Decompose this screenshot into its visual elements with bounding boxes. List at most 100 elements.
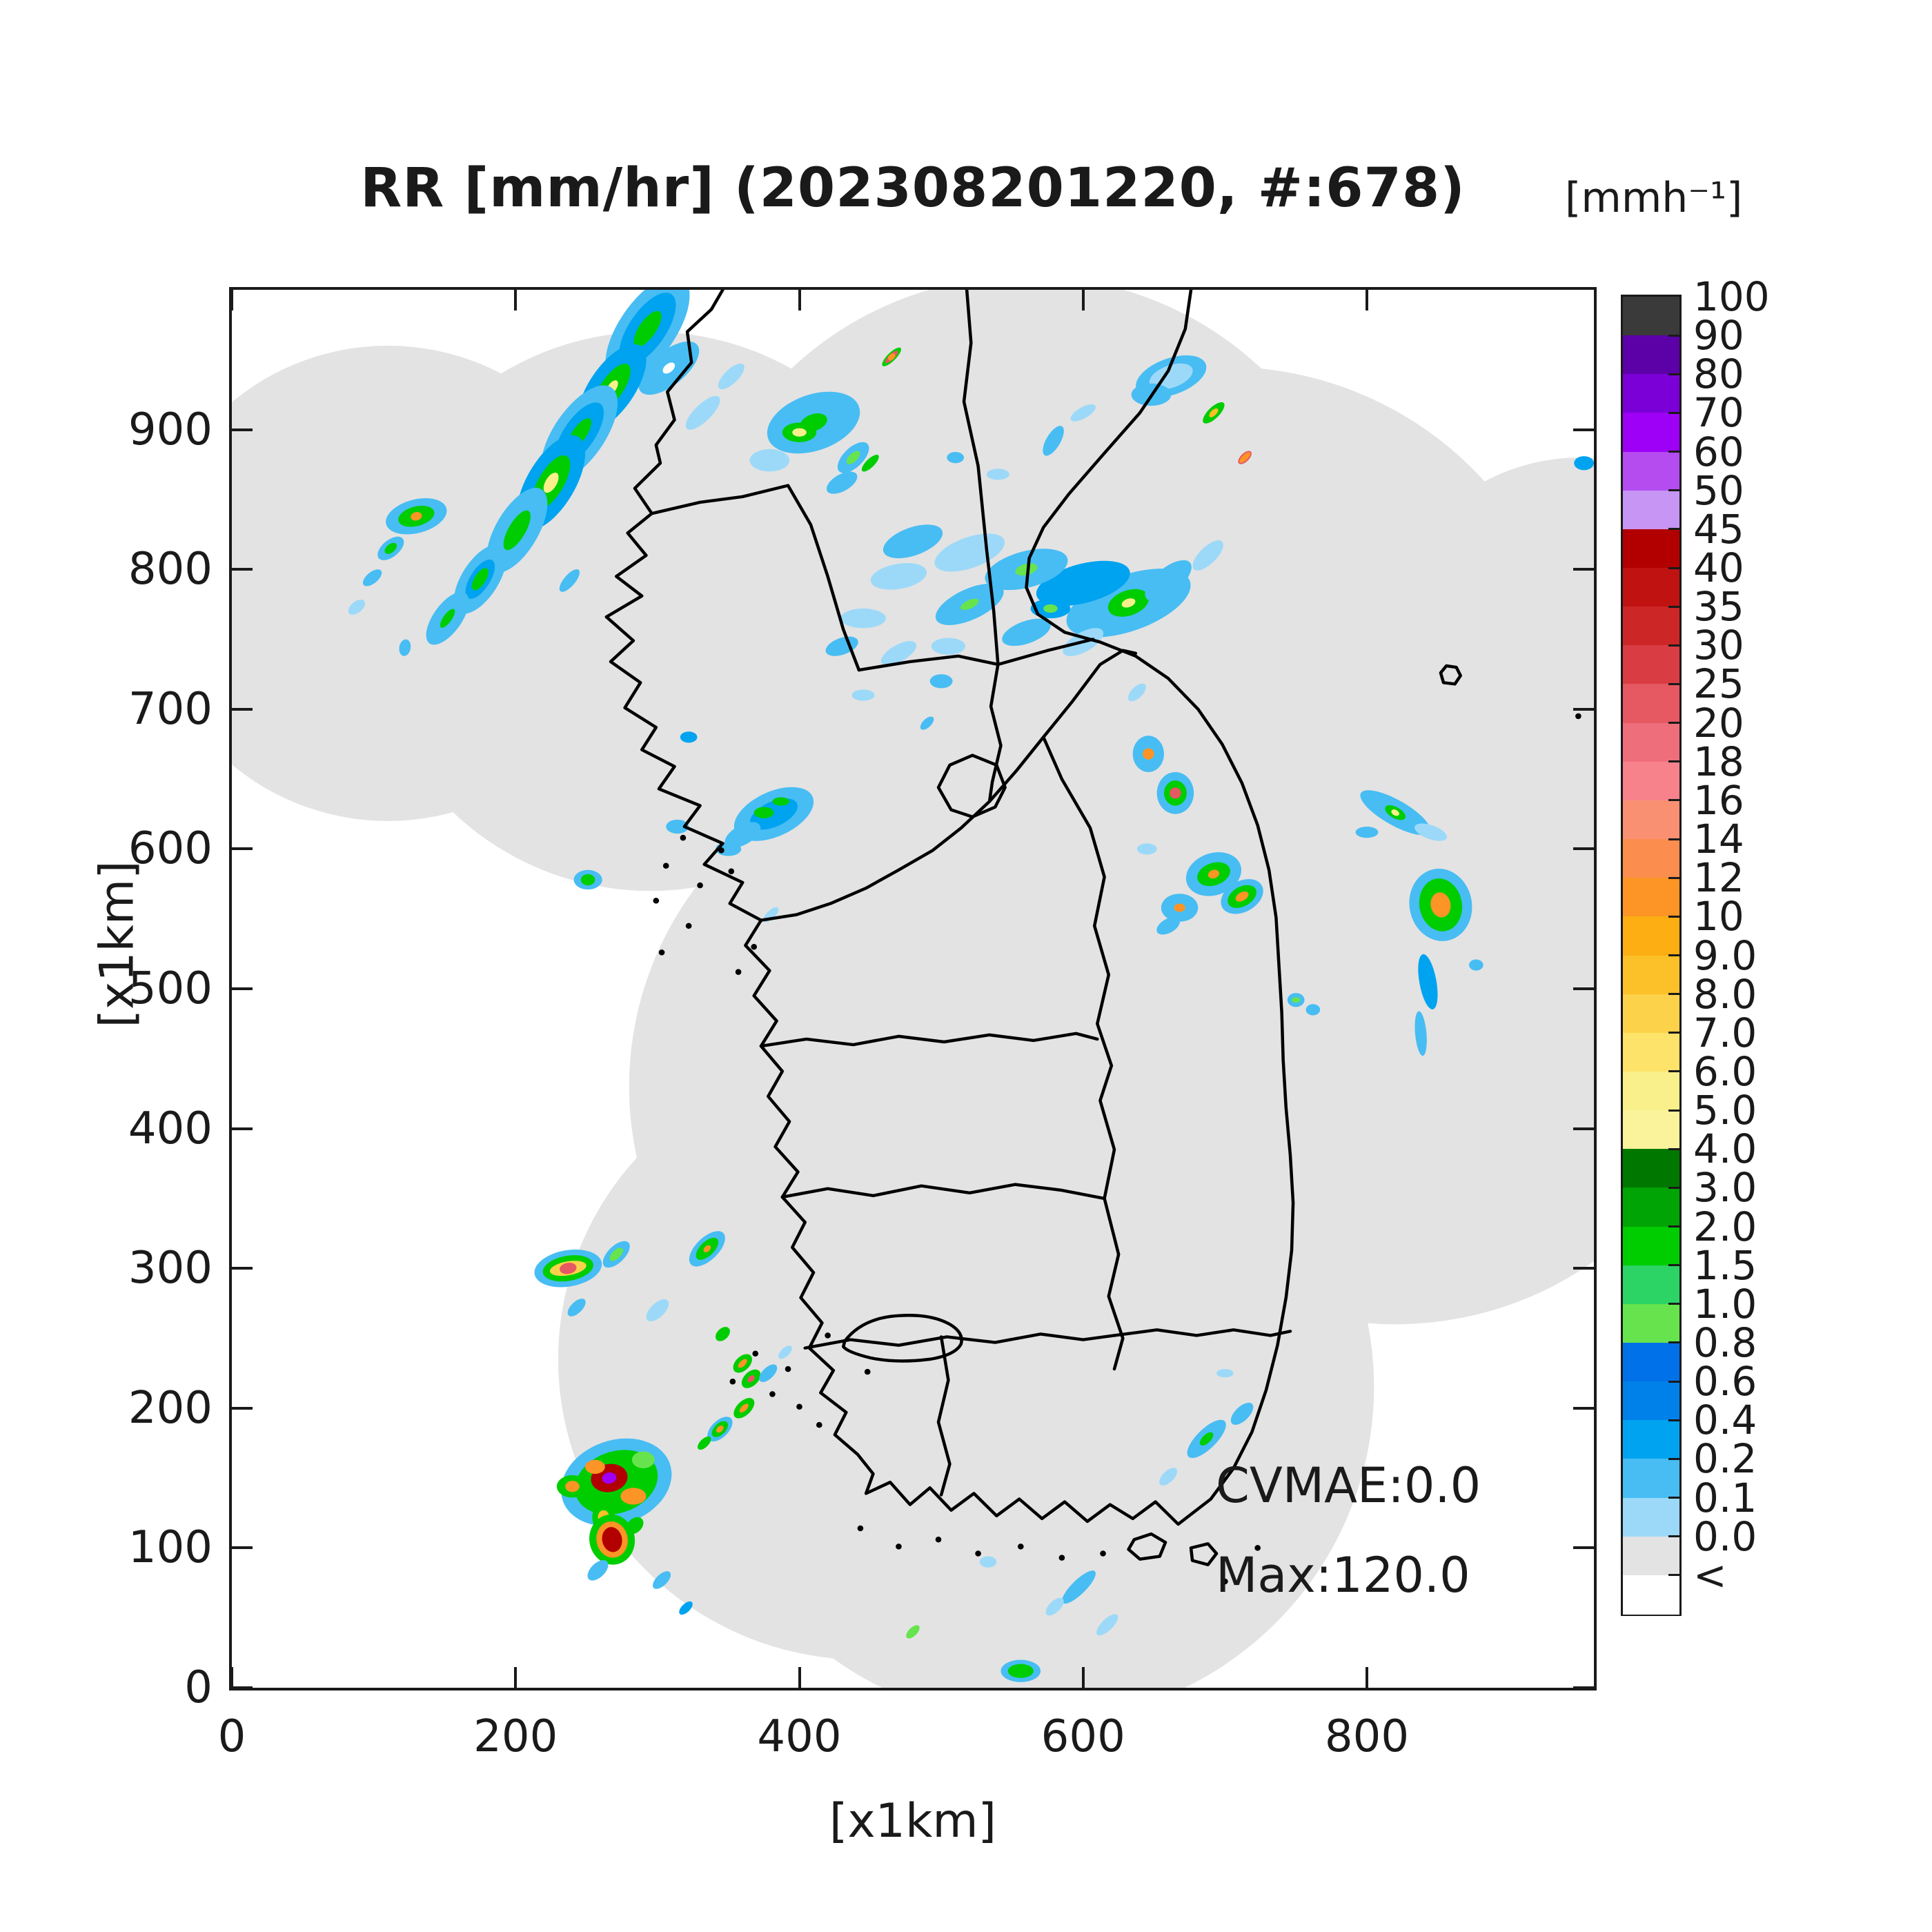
precipitation-cell-layer [870,563,927,590]
y-tick-label: 800 [128,544,213,595]
precipitation-cell-layer [929,674,953,689]
y-tick-mark-right [1573,1127,1594,1130]
precipitation-cell-layer [747,1375,755,1383]
y-tick-mark-right [1573,707,1594,711]
colorbar-tick-mark [1668,1186,1679,1189]
x-tick-mark-bottom [1081,1667,1085,1688]
islet-speck [825,1332,831,1339]
precipitation-cell-layer [1209,408,1219,417]
colorbar-tick-label: < [1693,1551,1727,1599]
precipitation-cell-layer [580,874,595,886]
precipitation-cell-layer [1414,1011,1427,1056]
colorbar-tick-mark [1668,1380,1679,1383]
precipitation-cell-layer [646,1299,669,1321]
small-islands [653,713,1581,1585]
colorbar-segment [1623,916,1679,956]
colorbar-segment [1623,1187,1679,1228]
y-tick-label: 700 [128,683,213,735]
colorbar-segment [1623,451,1679,491]
colorbar-tick-label: 60 [1693,428,1744,475]
colorbar-tick-mark [1668,1419,1679,1421]
islet-speck [662,862,669,869]
x-tick-mark-bottom [230,1667,233,1688]
y-tick-mark-right [1573,1267,1594,1270]
y-tick-mark-left [232,707,253,711]
colorbar-tick-label: 3.0 [1693,1164,1757,1212]
colorbar-tick-label: 7.0 [1693,1009,1757,1056]
precipitation-cell-layer [887,353,896,361]
y-tick-mark-right [1573,847,1594,851]
islet-speck [718,847,724,854]
colorbar-tick-mark [1668,993,1679,996]
islet-speck [896,1544,902,1550]
precipitation-cell-layer [633,310,662,347]
precipitation-cell-layer [348,599,366,615]
colorbar-tick-mark [1668,334,1679,337]
islet-speck [653,898,660,904]
precipitation-cell-layer [1430,892,1451,918]
colorbar-tick-label: 1.5 [1693,1241,1757,1289]
colorbar-segment [1623,878,1679,917]
colorbar-tick-label: 8.0 [1693,970,1757,1018]
islet-speck [864,1368,871,1375]
precipitation-cell-layer [587,1560,609,1581]
colorbar-tick-label: 25 [1693,660,1744,708]
colorbar-segment [1623,413,1679,453]
colorbar-tick-label: 30 [1693,622,1744,669]
y-tick-mark-left [232,1686,253,1689]
colorbar-tick-mark [1668,876,1679,879]
colorbar-segment [1623,645,1679,685]
y-tick-mark-left [232,1546,253,1550]
colorbar-tick-label: 10 [1693,893,1744,940]
islet-speck [1254,1545,1261,1551]
precipitation-cell-layer [503,510,531,551]
islet-speck [785,1366,791,1372]
province-border [780,1183,1106,1201]
x-tick-mark-bottom [514,1667,518,1688]
colorbar-segment [1623,1381,1679,1421]
colorbar-tick-mark [1668,722,1679,724]
colorbar [1621,295,1682,1616]
precipitation-cell-layer [861,454,879,472]
precipitation-cell-layer [1235,891,1249,902]
colorbar-tick-label: 2.0 [1693,1203,1757,1250]
precipitation-cell-layer [906,1625,920,1639]
colorbar-tick-label: 0.1 [1693,1474,1757,1521]
colorbar-segment [1623,490,1679,530]
precipitation-cell-layer [662,362,676,374]
geoje-island-outline [1127,1532,1167,1561]
colorbar-tick-mark [1668,1497,1679,1499]
precipitation-cell-layer [880,641,917,666]
map-svg [232,290,1594,1688]
precipitation-cell-layer [772,797,790,806]
precipitation-cell-layer [960,598,979,610]
precipitation-cell-layer [1136,843,1157,855]
colorbar-tick-label: 70 [1693,389,1744,437]
precipitation-cell-layer [920,716,934,730]
colorbar-segment [1623,1420,1679,1459]
ulleungdo-island-outline [1439,664,1462,686]
y-tick-mark-left [232,1406,253,1410]
colorbar-tick-mark [1668,682,1679,685]
colorbar-tick-mark [1668,1147,1679,1150]
precipitation-cell-layer [883,524,943,559]
province-border [962,290,1000,667]
precipitation-cell-layer [715,1327,730,1341]
precipitation-cell-layer [559,569,580,592]
precipitation-cell-layer [1156,917,1180,935]
precipitation-cell-layer [602,1472,617,1484]
precipitation-cell-layer [947,452,965,464]
precipitation-cell-layer [399,639,411,656]
y-tick-mark-right [1573,1406,1594,1410]
precipitation-cell-layer [1121,598,1136,608]
province-border [1112,1328,1292,1337]
precipitation-cell-layer [1043,426,1064,456]
islet-speck [857,1525,864,1532]
islet-speck [751,943,758,950]
islet-speck [685,923,692,929]
plot-title: RR [mm/hr] (202308201220, #:678) [360,157,1466,219]
precipitation-cell-layer [666,819,689,834]
precipitation-cell-layer [1418,954,1438,1009]
precipitation-cell-layer [631,1451,655,1468]
colorbar-segment [1623,684,1679,724]
